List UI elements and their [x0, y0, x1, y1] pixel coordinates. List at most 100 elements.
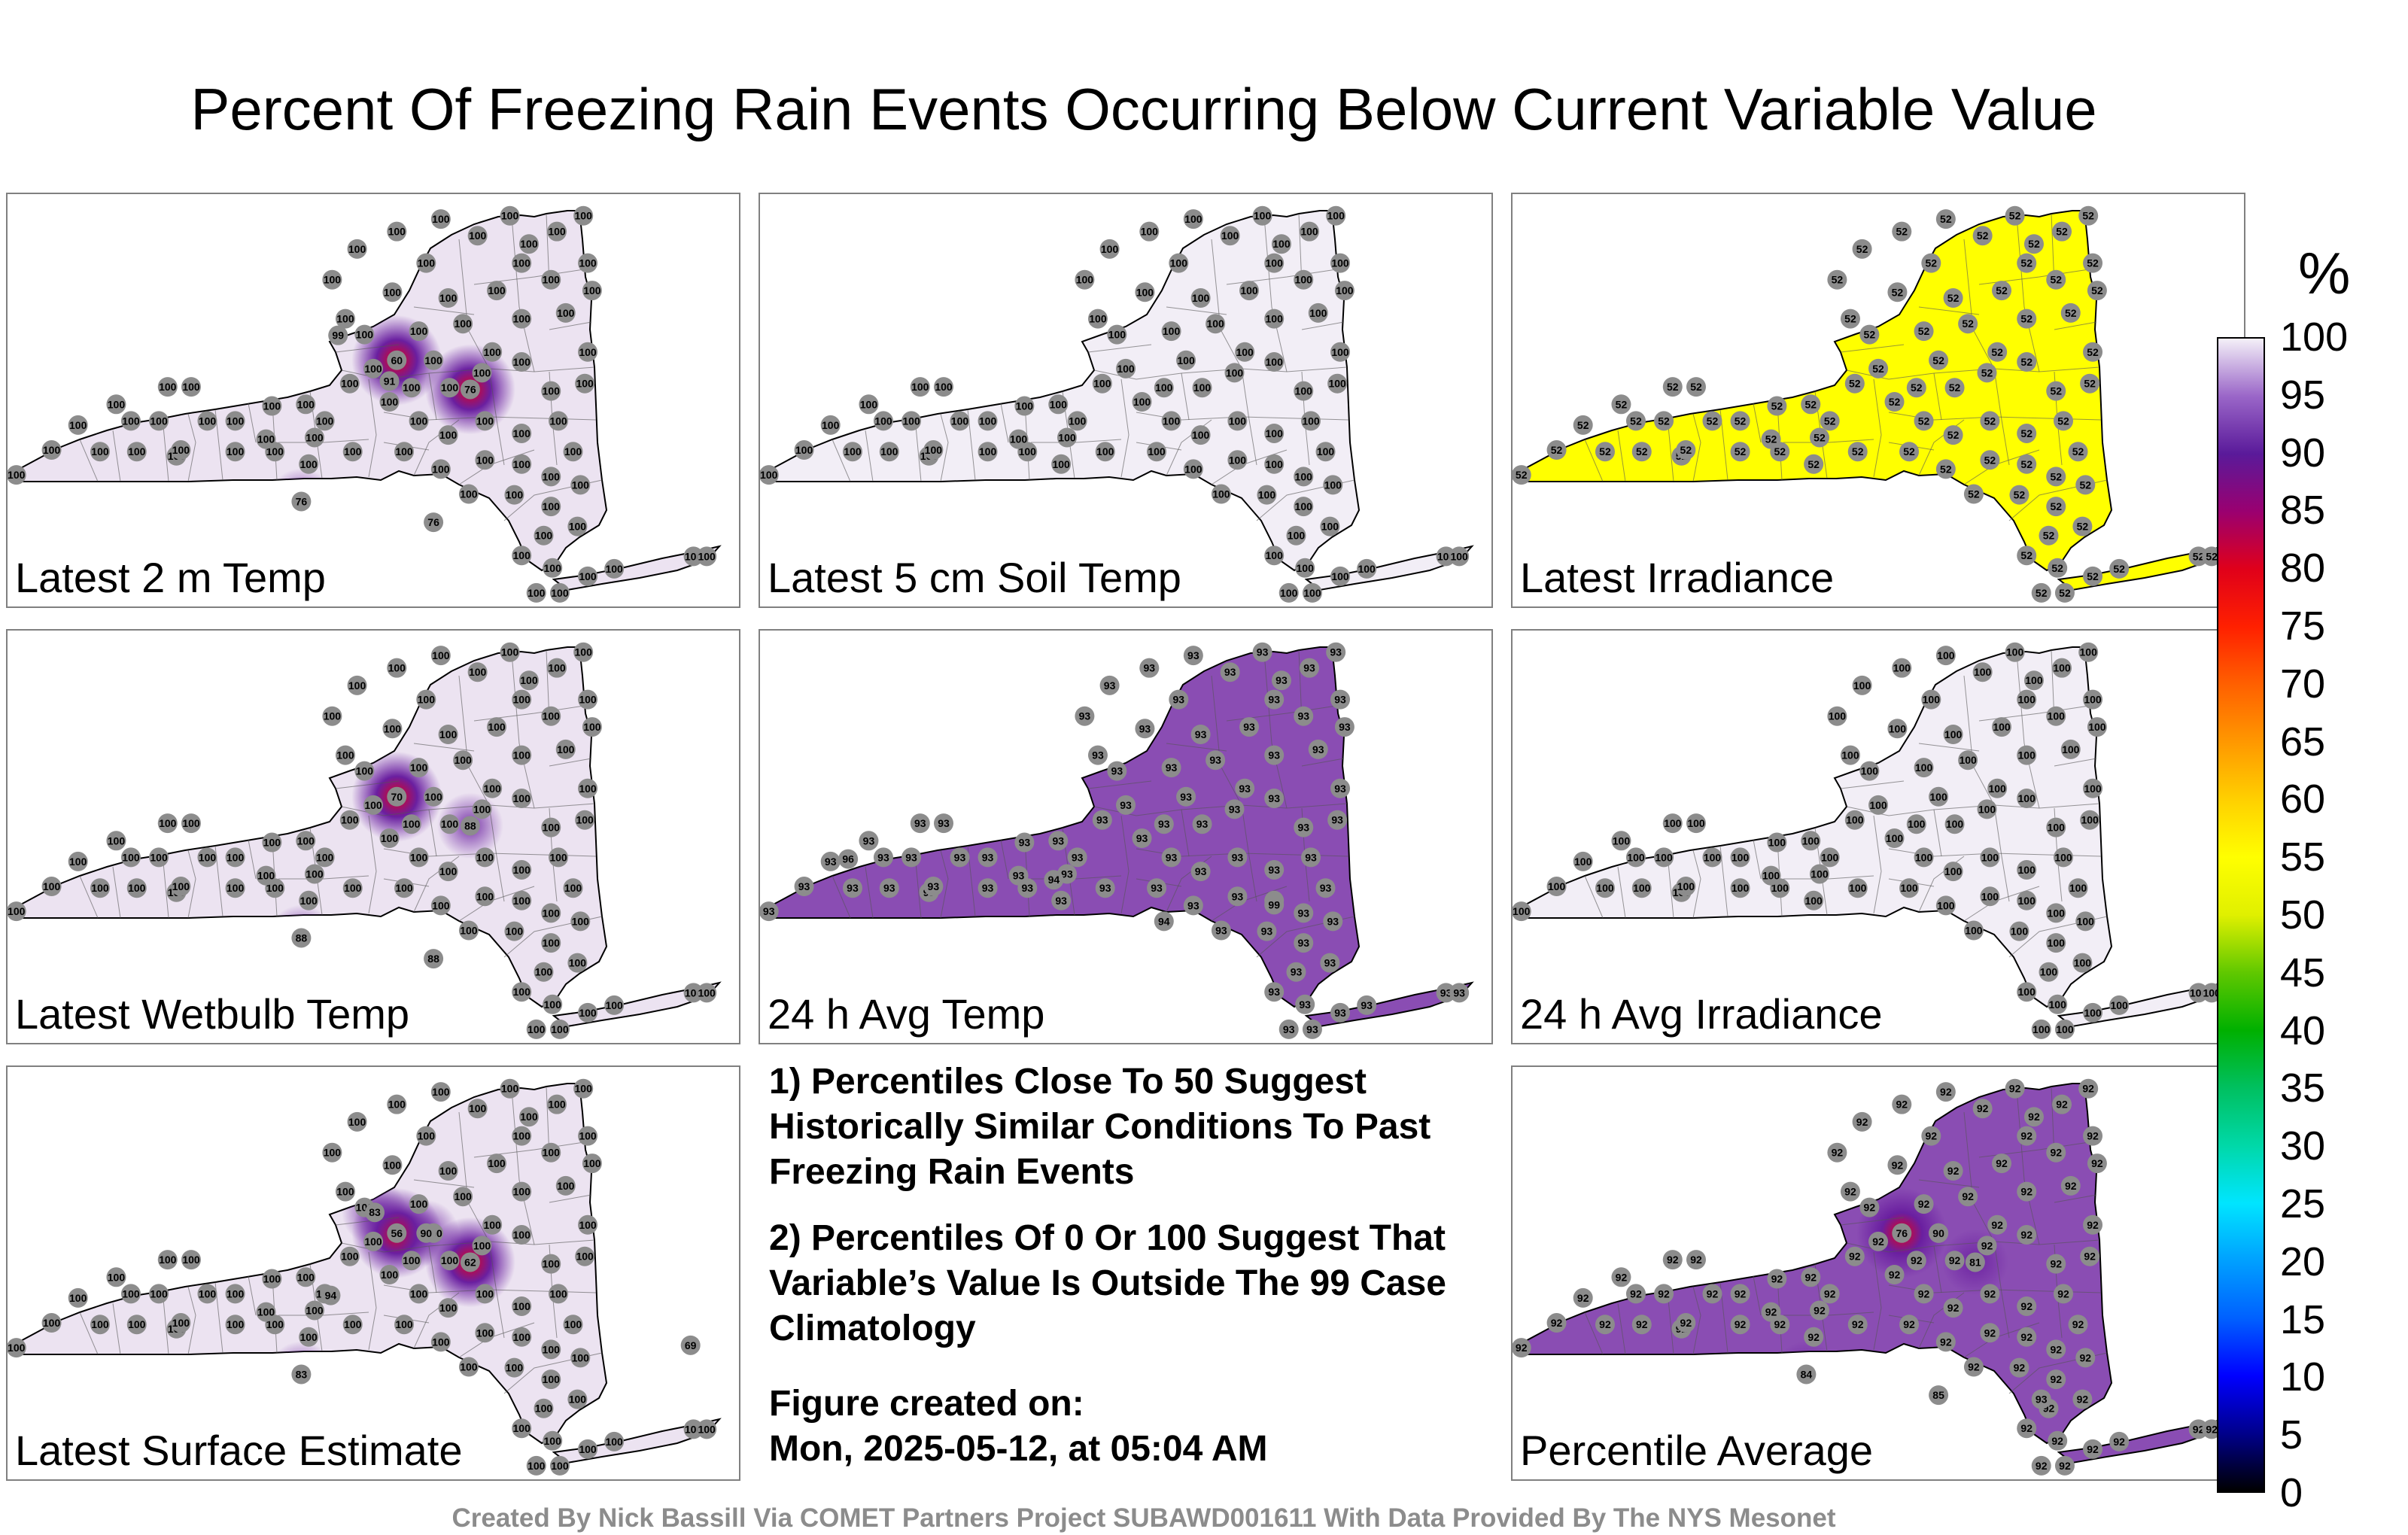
station-dot: [2031, 582, 2051, 603]
station-value: 100: [2048, 710, 2066, 722]
station-marker: 100: [409, 1284, 429, 1304]
station-value: 100: [605, 999, 623, 1011]
panel-label: Latest 5 cm Soil Temp: [768, 554, 1181, 601]
station-value: 93: [1283, 1023, 1295, 1035]
station-dot: [2083, 253, 2103, 273]
station-dot: [1827, 1142, 1847, 1163]
station-value: 100: [2069, 882, 2087, 894]
station-dot: [1330, 778, 1351, 798]
station-marker: 91: [379, 371, 400, 391]
station-marker: 93: [1176, 786, 1196, 807]
station-marker: 100: [879, 442, 899, 462]
station-value: 100: [299, 458, 318, 470]
station-dot: [1139, 658, 1160, 678]
station-value: 100: [1058, 431, 1076, 443]
station-value: 92: [2087, 1443, 2099, 1455]
station-value: 52: [1616, 398, 1628, 410]
station-value: 100: [1050, 398, 1068, 410]
station-marker: 100: [859, 394, 879, 415]
station-marker: 100: [339, 373, 360, 394]
station-dot: [541, 817, 561, 837]
station-marker: 93: [1294, 933, 1314, 953]
station-value: 100: [579, 694, 597, 706]
station-value: 52: [1949, 381, 1961, 394]
station-value: 100: [488, 721, 506, 733]
station-marker: 100: [1192, 378, 1212, 398]
map-panel-surface-estimate: 100 100 100 100 100 100 100 100 100 100 100 100 100 1…: [6, 1065, 740, 1481]
station-value: 100: [544, 999, 562, 1011]
station-value: 92: [1616, 1271, 1628, 1283]
station-value: 100: [1959, 754, 1977, 766]
station-value: 100: [1336, 284, 1354, 296]
station-value: 100: [1965, 925, 1983, 937]
station-marker: 93: [1161, 758, 1181, 778]
station-marker: 100: [1147, 442, 1167, 462]
station-marker: 100: [1308, 302, 1328, 323]
station-dot: [304, 1300, 324, 1321]
station-dot: [256, 429, 276, 449]
station-value: 100: [544, 562, 562, 574]
station-dot: [838, 849, 859, 869]
station-value: 92: [1984, 1287, 1996, 1299]
station-value: 100: [348, 1116, 366, 1128]
station-value: 100: [528, 1023, 546, 1035]
station-dot: [1943, 862, 1963, 882]
station-dot: [1820, 1284, 1840, 1304]
station-value: 100: [520, 238, 538, 250]
station-marker: 100: [578, 253, 598, 273]
station-dot: [1294, 817, 1314, 837]
station-dot: [438, 1161, 458, 1181]
station-marker: 93: [1252, 642, 1272, 662]
station-value: 76: [1896, 1227, 1908, 1239]
station-value: 93: [1072, 851, 1084, 863]
station-marker: 100: [1107, 324, 1127, 345]
station-dot: [1224, 799, 1245, 819]
station-value: 100: [572, 479, 590, 491]
station-value: 100: [1258, 489, 1276, 501]
station-dot: [1840, 1181, 1860, 1202]
station-marker: 100: [382, 719, 403, 739]
station-marker: 93: [1227, 847, 1248, 868]
station-value: 94: [1048, 874, 1060, 886]
station-value: 93: [1166, 761, 1178, 774]
station-value: 100: [548, 226, 566, 238]
station-value: 100: [2054, 851, 2072, 863]
station-dot: [1884, 828, 1905, 848]
county-line: [1301, 758, 1345, 767]
station-marker: 92: [2046, 1142, 2066, 1163]
station-marker: 76: [1892, 1223, 1912, 1243]
station-marker: 100: [1278, 582, 1299, 603]
station-marker: 52: [2009, 485, 2029, 505]
station-value: 52: [2077, 521, 2089, 533]
station-value: 100: [91, 1318, 109, 1330]
station-value: 52: [2079, 479, 2091, 491]
station-marker: 100: [1300, 221, 1320, 242]
station-dot: [1595, 1315, 1615, 1335]
station-value: 52: [1844, 313, 1856, 325]
station-value: 100: [1069, 415, 1087, 427]
station-marker: 100: [438, 1298, 458, 1318]
station-marker: 100: [458, 484, 479, 504]
station-dot: [1264, 745, 1285, 765]
station-value: 100: [336, 749, 354, 761]
station-dot: [2046, 903, 2066, 923]
station-dot: [482, 1214, 503, 1235]
station-marker: 100: [467, 662, 488, 682]
station-dot: [1161, 847, 1181, 868]
station-marker: 85: [1929, 1385, 1949, 1406]
county-line: [832, 439, 851, 482]
station-marker: 93: [1183, 646, 1203, 666]
station-value: 100: [1771, 882, 1789, 894]
station-value: 100: [551, 1023, 569, 1035]
station-marker: 93: [977, 847, 998, 868]
station-dot: [1513, 901, 1531, 922]
station-value: 100: [432, 213, 450, 225]
station-dot: [409, 847, 429, 868]
station-dot: [1161, 321, 1181, 342]
station-value: 92: [2091, 1157, 2103, 1169]
station-value: 100: [1302, 415, 1320, 427]
station-marker: 100: [534, 525, 554, 546]
station-marker: 100: [90, 878, 110, 898]
station-dot: [1067, 847, 1087, 868]
station-value: 100: [1266, 458, 1284, 470]
